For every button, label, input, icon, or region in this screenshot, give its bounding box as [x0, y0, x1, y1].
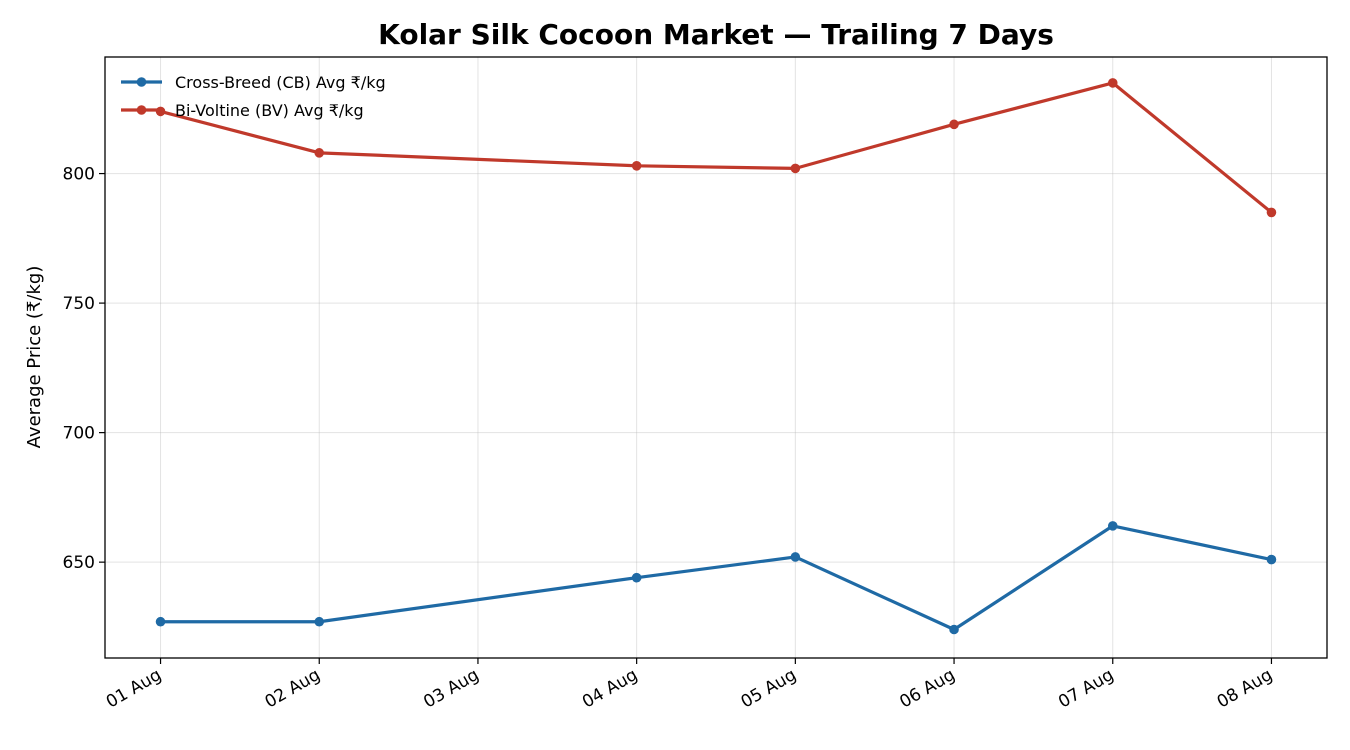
chart-title: Kolar Silk Cocoon Market — Trailing 7 Da… [378, 18, 1054, 51]
data-point [314, 148, 325, 158]
y-tick-label: 650 [63, 553, 95, 573]
data-point [155, 616, 166, 627]
x-tick-label: 08 Aug [1214, 665, 1276, 712]
x-tick-label: 07 Aug [1055, 665, 1117, 712]
y-tick-label: 750 [63, 294, 95, 314]
x-tick-label: 04 Aug [579, 665, 641, 712]
data-point [1107, 78, 1118, 88]
legend-swatch-marker [136, 105, 147, 115]
x-tick-label: 02 Aug [262, 665, 324, 712]
legend-label: Bi-Voltine (BV) Avg ₹/kg [175, 101, 364, 120]
data-point [949, 624, 959, 635]
data-point [1107, 521, 1118, 531]
series-layer [155, 78, 1277, 635]
data-point [1266, 207, 1277, 218]
y-axis-label: Average Price (₹/kg) [24, 266, 45, 449]
plot-frame [104, 56, 1328, 659]
data-point [631, 161, 642, 171]
legend-label: Cross-Breed (CB) Avg ₹/kg [175, 73, 386, 92]
x-tick-label: 01 Aug [103, 665, 165, 712]
series-line-0 [158, 524, 1274, 632]
x-axis: 01 Aug 02 Aug 03 Aug 04 Aug 05 Aug 06 Aug 07 A… [103, 658, 1276, 712]
data-point [790, 552, 801, 562]
legend-swatch-marker [136, 77, 147, 87]
x-tick-label: 03 Aug [420, 665, 482, 712]
data-point [1266, 554, 1277, 565]
grid [105, 57, 1327, 658]
legend: Cross-Breed (CB) Avg ₹/kg Bi-Voltine (BV)… [121, 73, 386, 120]
data-point [790, 163, 801, 174]
data-point [314, 616, 325, 627]
y-tick-label: 700 [63, 424, 95, 444]
y-tick-label: 800 [63, 165, 95, 185]
data-point [949, 119, 959, 130]
data-point [631, 572, 642, 583]
x-tick-label: 06 Aug [896, 665, 958, 712]
x-tick-label: 05 Aug [738, 665, 800, 712]
y-axis: 650 700 750 800 [63, 165, 105, 573]
